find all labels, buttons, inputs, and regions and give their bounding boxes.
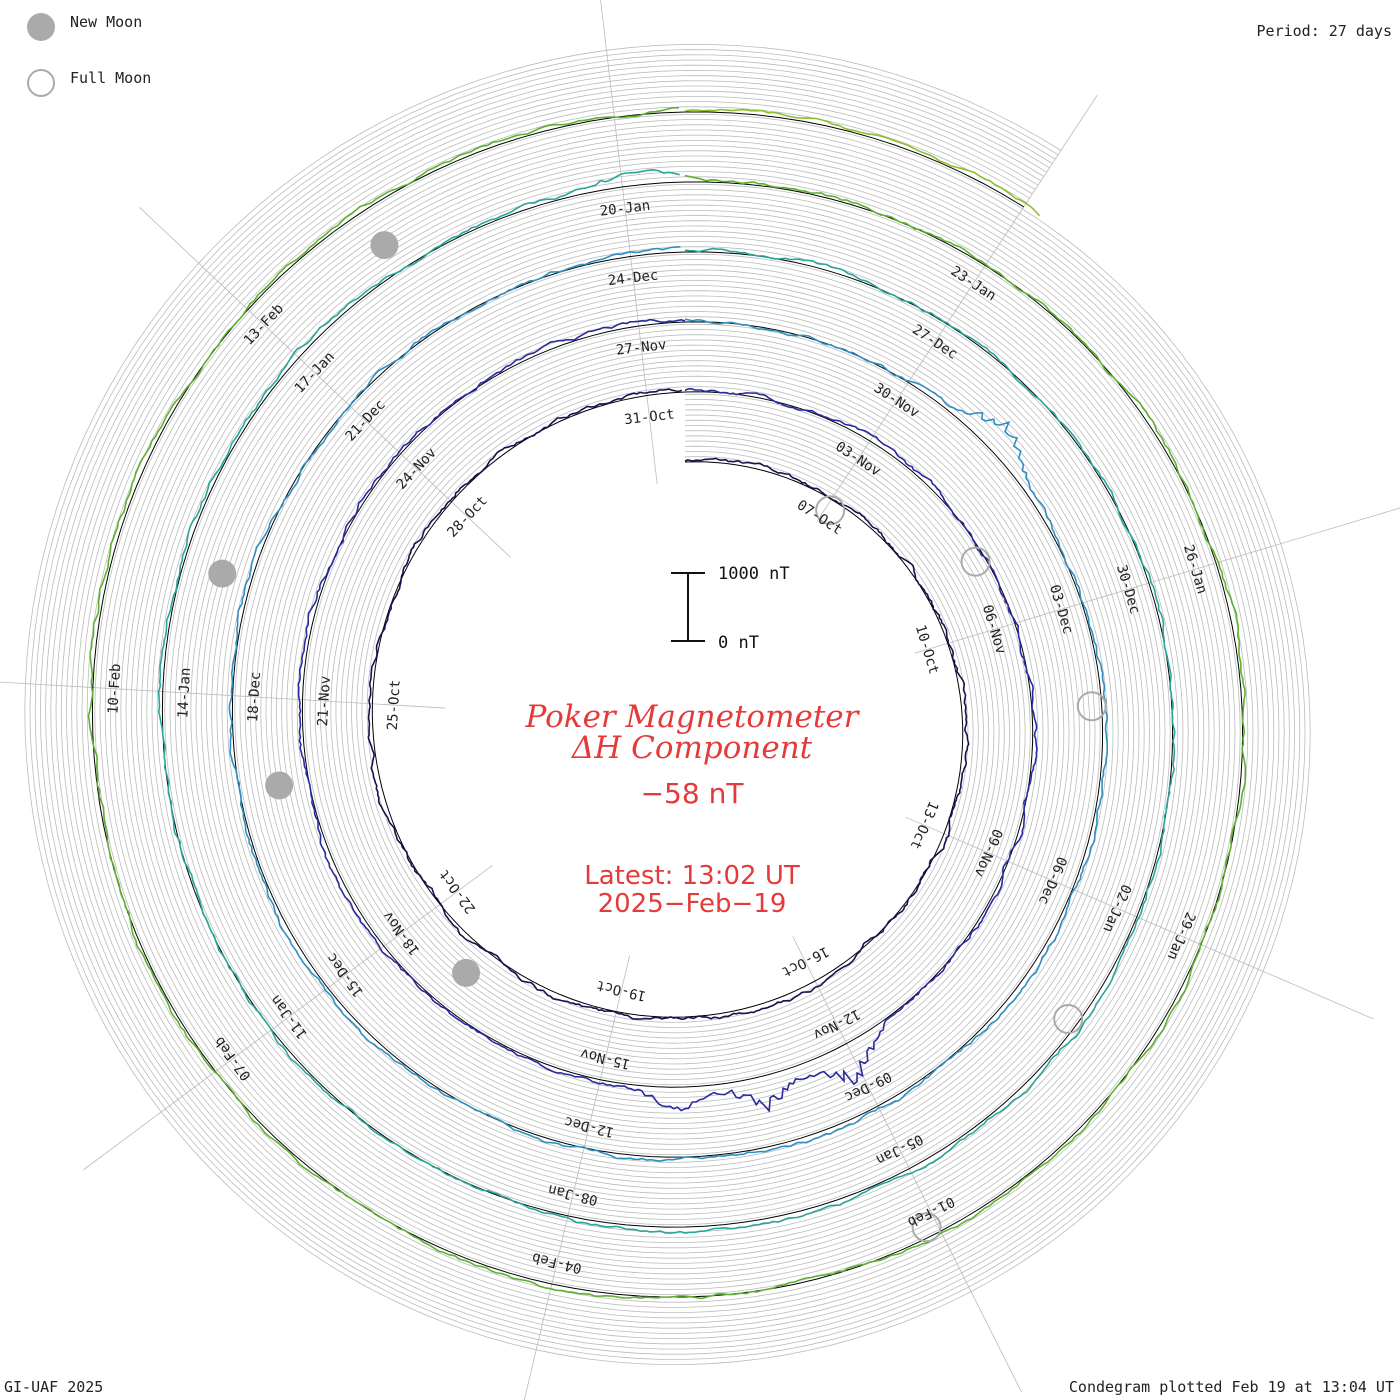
spiral-baseline (91, 111, 1244, 1298)
scale-bar: 1000 nT 0 nT (671, 564, 790, 653)
date-label: 26-Jan (1180, 543, 1210, 596)
trace-rotation-3 (228, 246, 1109, 1162)
grid-ring (29, 49, 1306, 1360)
grid-ring (34, 54, 1301, 1355)
baseline-spiral (91, 111, 1244, 1298)
moon-markers (208, 231, 1107, 1243)
grid-ring (76, 96, 1259, 1313)
date-label: 21-Nov (315, 675, 334, 726)
new-moon-marker (452, 958, 481, 987)
plotted-timestamp: Condegram plotted Feb 19 at 13:04 UT (1068, 1378, 1394, 1396)
new-moon-legend-symbol (27, 13, 55, 41)
date-label: 27-Nov (615, 337, 667, 359)
grid-ring (71, 90, 1264, 1319)
date-label: 03-Dec (1046, 583, 1076, 636)
chart-title-line1: Poker Magnetometer (525, 699, 861, 735)
date-label: 25-Oct (385, 679, 404, 730)
trace-rotation-5 (87, 107, 1247, 1300)
grid-ring (50, 69, 1285, 1339)
grid-ring (65, 85, 1270, 1324)
full-moon-marker (1053, 1004, 1084, 1035)
trace-rotation-2 (297, 318, 1038, 1113)
trace-rotation-4 (157, 168, 1176, 1234)
new-moon-marker (265, 771, 294, 800)
trace-rotation-6 (684, 108, 1041, 217)
dh-trace (87, 107, 1247, 1300)
date-label: 10-Oct (912, 623, 942, 676)
latest-time: Latest: 13:02 UT (584, 861, 800, 891)
new-moon-marker (208, 559, 237, 588)
new-moon-legend-label: New Moon (70, 13, 143, 31)
full-moon-marker (911, 1212, 942, 1243)
day-spoke (914, 507, 1400, 654)
grid-ring (60, 80, 1275, 1329)
date-label: 20-Jan (599, 198, 651, 220)
full-moon-marker (960, 546, 991, 577)
date-label: 18-Dec (245, 671, 264, 722)
latest-date: 2025−Feb−19 (598, 889, 787, 919)
scale-bottom-label: 0 nT (718, 633, 759, 653)
date-label: 19-Oct (595, 977, 648, 1004)
current-value: −58 nT (641, 777, 745, 810)
grid-ring (45, 64, 1290, 1345)
grid-ring (86, 106, 1249, 1303)
date-label: 29-Jan (1164, 909, 1199, 962)
grid-ring (39, 59, 1296, 1350)
day-spoke (139, 207, 511, 558)
day-spoke (792, 936, 1022, 1393)
full-moon-legend-label: Full Moon (70, 69, 152, 87)
day-spoke (0, 681, 446, 709)
grid-ring (81, 101, 1254, 1308)
chart-title-line2: ΔH Component (571, 730, 813, 766)
date-label: 24-Dec (607, 267, 659, 289)
day-spoke (523, 955, 631, 1400)
new-moon-marker (370, 231, 399, 260)
grid-ring (24, 43, 1311, 1366)
date-label: 16-Oct (779, 943, 831, 980)
grid-ring (55, 75, 1280, 1334)
day-spoke (600, 0, 658, 484)
date-label: 06-Nov (979, 603, 1009, 656)
date-label: 31-Oct (623, 406, 675, 428)
date-label: 02-Jan (1099, 882, 1134, 935)
date-label: 10-Feb (105, 663, 124, 714)
day-spoke (83, 864, 493, 1171)
date-label: 14-Jan (175, 667, 194, 718)
scale-top-label: 1000 nT (718, 564, 790, 584)
day-spoke (816, 95, 1098, 522)
full-moon-legend-symbol (27, 69, 55, 97)
date-label: 13-Oct (906, 799, 941, 852)
period-label: Period: 27 days (1256, 22, 1392, 40)
credit-label: GI-UAF 2025 (4, 1378, 104, 1396)
spiral-grid (24, 43, 1311, 1366)
trace-rotation-1 (367, 388, 970, 1021)
full-moon-marker (1076, 691, 1107, 722)
full-moon-marker (815, 495, 846, 526)
date-label: 30-Dec (1113, 563, 1143, 616)
